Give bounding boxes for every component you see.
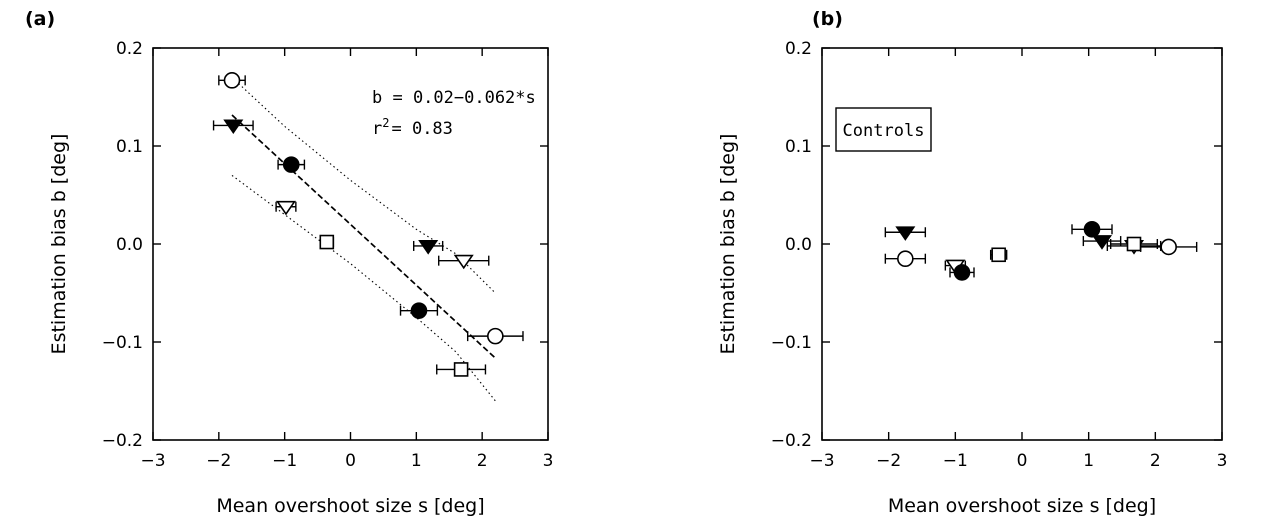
r-squared: r2 = 0.83 xyxy=(372,116,453,139)
y-tick-label: −0.1 xyxy=(102,333,143,353)
data-point xyxy=(223,119,244,135)
fit-line xyxy=(231,114,496,359)
y-tick-label: 0.2 xyxy=(785,39,812,59)
data-point xyxy=(487,327,504,345)
x-tick-label: −1 xyxy=(943,451,968,471)
y-tick-label: 0.0 xyxy=(116,235,143,255)
y-tick-label: 0.1 xyxy=(116,137,143,157)
data-point xyxy=(418,240,439,255)
data-point xyxy=(991,247,1006,263)
panel-label: (a) xyxy=(25,8,55,30)
y-tick-label: −0.2 xyxy=(771,431,812,451)
data-point xyxy=(282,156,300,173)
series-circle-open xyxy=(884,238,1198,268)
regression-equation: b = 0.02−0.062*s xyxy=(372,88,536,108)
data-point xyxy=(1083,221,1101,238)
x-tick-label: −1 xyxy=(272,451,297,471)
series-triangle-down-open xyxy=(275,200,490,270)
data-point xyxy=(453,362,469,377)
x-tick-label: 2 xyxy=(477,451,488,471)
y-tick-label: −0.2 xyxy=(102,431,143,451)
series-circle-filled xyxy=(277,156,439,319)
series-triangle-down-filled xyxy=(884,226,1122,250)
y-axis-label: Estimation bias b [deg] xyxy=(717,134,739,355)
data-point xyxy=(1091,235,1113,250)
data-point xyxy=(275,200,297,216)
series-triangle-down-filled xyxy=(212,119,444,255)
chart-panel-b: −3 −2 −1 0 1 2 3 −0.2 −0.1 0.0 0.1 0.2 Mean overshoo… xyxy=(717,8,1227,517)
x-tick-label: −2 xyxy=(876,451,901,471)
r-squared-value: = 0.83 xyxy=(391,119,452,139)
x-tick-label: −3 xyxy=(140,451,165,471)
x-tick-label: 1 xyxy=(1083,451,1094,471)
x-tick-label: 1 xyxy=(411,451,422,471)
data-point xyxy=(953,264,971,281)
panel-label: (b) xyxy=(812,8,843,30)
data-point xyxy=(897,250,914,268)
x-tick-label: 3 xyxy=(543,451,554,471)
series-square-open xyxy=(319,234,487,377)
confidence-band-upper xyxy=(231,76,496,294)
x-tick-label: −3 xyxy=(809,451,834,471)
x-tick-label: 0 xyxy=(345,451,356,471)
controls-box xyxy=(835,107,932,152)
y-tick-label: 0.0 xyxy=(785,235,812,255)
data-point xyxy=(1126,236,1142,252)
controls-label: Controls xyxy=(843,121,925,141)
data-point xyxy=(410,302,428,319)
series-circle-filled xyxy=(949,221,1113,281)
data-point xyxy=(453,254,474,270)
data-point xyxy=(319,234,335,250)
series-circle-open xyxy=(218,72,524,345)
x-tick-label: 3 xyxy=(1217,451,1228,471)
y-tick-label: 0.2 xyxy=(116,39,143,59)
y-tick-label: 0.1 xyxy=(785,137,812,157)
data-point xyxy=(895,226,916,241)
chart-panel-a: −3 −2 −1 0 1 2 3 −0.2 −0.1 0.0 0.1 0.2 Mean overshoo… xyxy=(25,8,553,517)
data-point xyxy=(223,72,241,89)
x-axis-label: Mean overshoot size s [deg] xyxy=(216,495,484,517)
data-point xyxy=(1160,238,1177,256)
x-tick-label: 0 xyxy=(1017,451,1028,471)
r-squared-superscript: 2 xyxy=(382,116,389,130)
y-axis-label: Estimation bias b [deg] xyxy=(48,134,70,355)
x-axis-label: Mean overshoot size s [deg] xyxy=(888,495,1156,517)
x-tick-label: 2 xyxy=(1150,451,1161,471)
series-square-open xyxy=(989,236,1159,263)
r-squared-prefix: r xyxy=(372,119,382,139)
x-tick-label: −2 xyxy=(206,451,231,471)
y-tick-label: −0.1 xyxy=(771,333,812,353)
